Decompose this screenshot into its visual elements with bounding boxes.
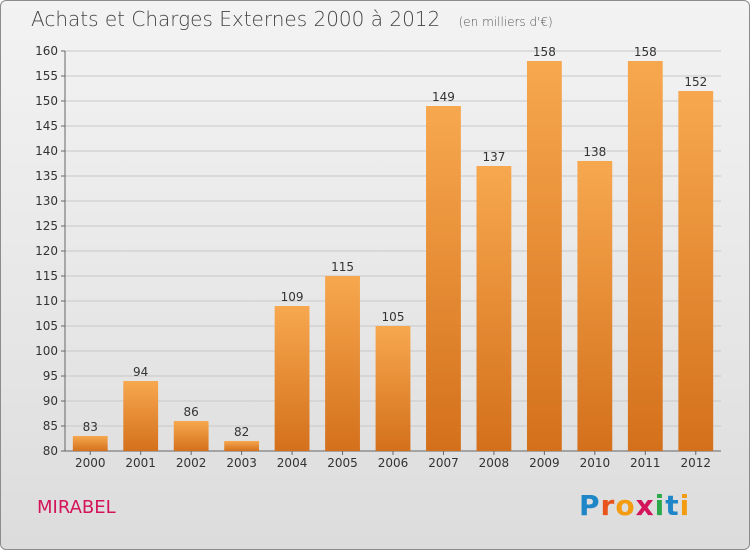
y-tick-label: 160 bbox=[35, 44, 58, 58]
x-tick-label: 2009 bbox=[529, 456, 560, 470]
bars bbox=[72, 61, 714, 451]
y-tick-label: 80 bbox=[43, 444, 58, 458]
data-label-2009: 158 bbox=[533, 45, 556, 59]
x-tick-label: 2001 bbox=[125, 456, 156, 470]
x-tick-label: 2008 bbox=[479, 456, 510, 470]
y-tick-label: 120 bbox=[35, 244, 58, 258]
data-label-2001: 94 bbox=[133, 365, 148, 379]
logo-letter: r bbox=[600, 489, 616, 522]
y-tick-label: 95 bbox=[43, 369, 58, 383]
x-tick-label: 2011 bbox=[630, 456, 661, 470]
logo-letter: i bbox=[679, 489, 691, 522]
bar-2000 bbox=[72, 436, 108, 451]
chart-title: Achats et Charges Externes 2000 à 2012 (… bbox=[31, 7, 553, 31]
data-label-2000: 83 bbox=[83, 420, 98, 434]
data-label-2005: 115 bbox=[331, 260, 354, 274]
bar-2008 bbox=[476, 166, 512, 451]
bar-2007 bbox=[426, 106, 461, 451]
x-tick-label: 2002 bbox=[176, 456, 207, 470]
bar-2012 bbox=[678, 91, 714, 451]
y-tick-label: 140 bbox=[35, 144, 58, 158]
y-tick-label: 135 bbox=[35, 169, 58, 183]
y-tick-label: 90 bbox=[43, 394, 58, 408]
bar-2002 bbox=[173, 421, 209, 451]
logo-letter: o bbox=[615, 489, 636, 522]
y-tick-label: 125 bbox=[35, 219, 58, 233]
logo-letter: x bbox=[635, 489, 655, 522]
data-label-2006: 105 bbox=[382, 310, 405, 324]
proxiti-logo: Proxiti bbox=[579, 489, 690, 522]
x-tick-label: 2007 bbox=[428, 456, 459, 470]
data-label-2012: 152 bbox=[684, 75, 707, 89]
x-tick-label: 2003 bbox=[226, 456, 257, 470]
data-label-2003: 82 bbox=[234, 425, 249, 439]
x-tick-label: 2012 bbox=[680, 456, 711, 470]
y-tick-label: 130 bbox=[35, 194, 58, 208]
bar-2004 bbox=[274, 306, 310, 451]
logo-letter: P bbox=[579, 489, 601, 522]
y-tick-label: 85 bbox=[43, 419, 58, 433]
data-label-2004: 109 bbox=[281, 290, 304, 304]
y-tick-label: 155 bbox=[35, 69, 58, 83]
x-tick-label: 2006 bbox=[378, 456, 409, 470]
data-label-2002: 86 bbox=[184, 405, 199, 419]
y-tick-label: 145 bbox=[35, 119, 58, 133]
x-tick-label: 2004 bbox=[277, 456, 308, 470]
y-tick-label: 105 bbox=[35, 319, 58, 333]
y-tick-label: 115 bbox=[35, 269, 58, 283]
data-label-2008: 137 bbox=[482, 150, 505, 164]
bar-2006 bbox=[375, 326, 411, 451]
y-tick-label: 100 bbox=[35, 344, 58, 358]
data-labels: 83 94 86 82 109 115 105 149 137 158 138 158 152 bbox=[83, 45, 708, 439]
chart-title-text: Achats et Charges Externes 2000 à 2012 bbox=[31, 7, 441, 31]
data-label-2010: 138 bbox=[583, 145, 606, 159]
bar-2010 bbox=[577, 161, 613, 451]
data-label-2007: 149 bbox=[432, 90, 455, 104]
bar-2009 bbox=[526, 61, 562, 451]
bar-2005 bbox=[325, 276, 360, 451]
chart-unit: (en milliers d'€) bbox=[458, 15, 553, 29]
logo-letter: t bbox=[665, 489, 680, 522]
x-tick-label: 2000 bbox=[75, 456, 106, 470]
location-label: MIRABEL bbox=[37, 497, 116, 518]
y-tick-label: 110 bbox=[35, 294, 58, 308]
bar-2011 bbox=[627, 61, 663, 451]
logo-letter: i bbox=[654, 489, 666, 522]
bar-2001 bbox=[123, 381, 159, 451]
x-tick-label: 2010 bbox=[580, 456, 611, 470]
data-label-2011: 158 bbox=[634, 45, 657, 59]
y-tick-label: 150 bbox=[35, 94, 58, 108]
bar-2003 bbox=[224, 441, 260, 451]
x-tick-label: 2005 bbox=[327, 456, 358, 470]
